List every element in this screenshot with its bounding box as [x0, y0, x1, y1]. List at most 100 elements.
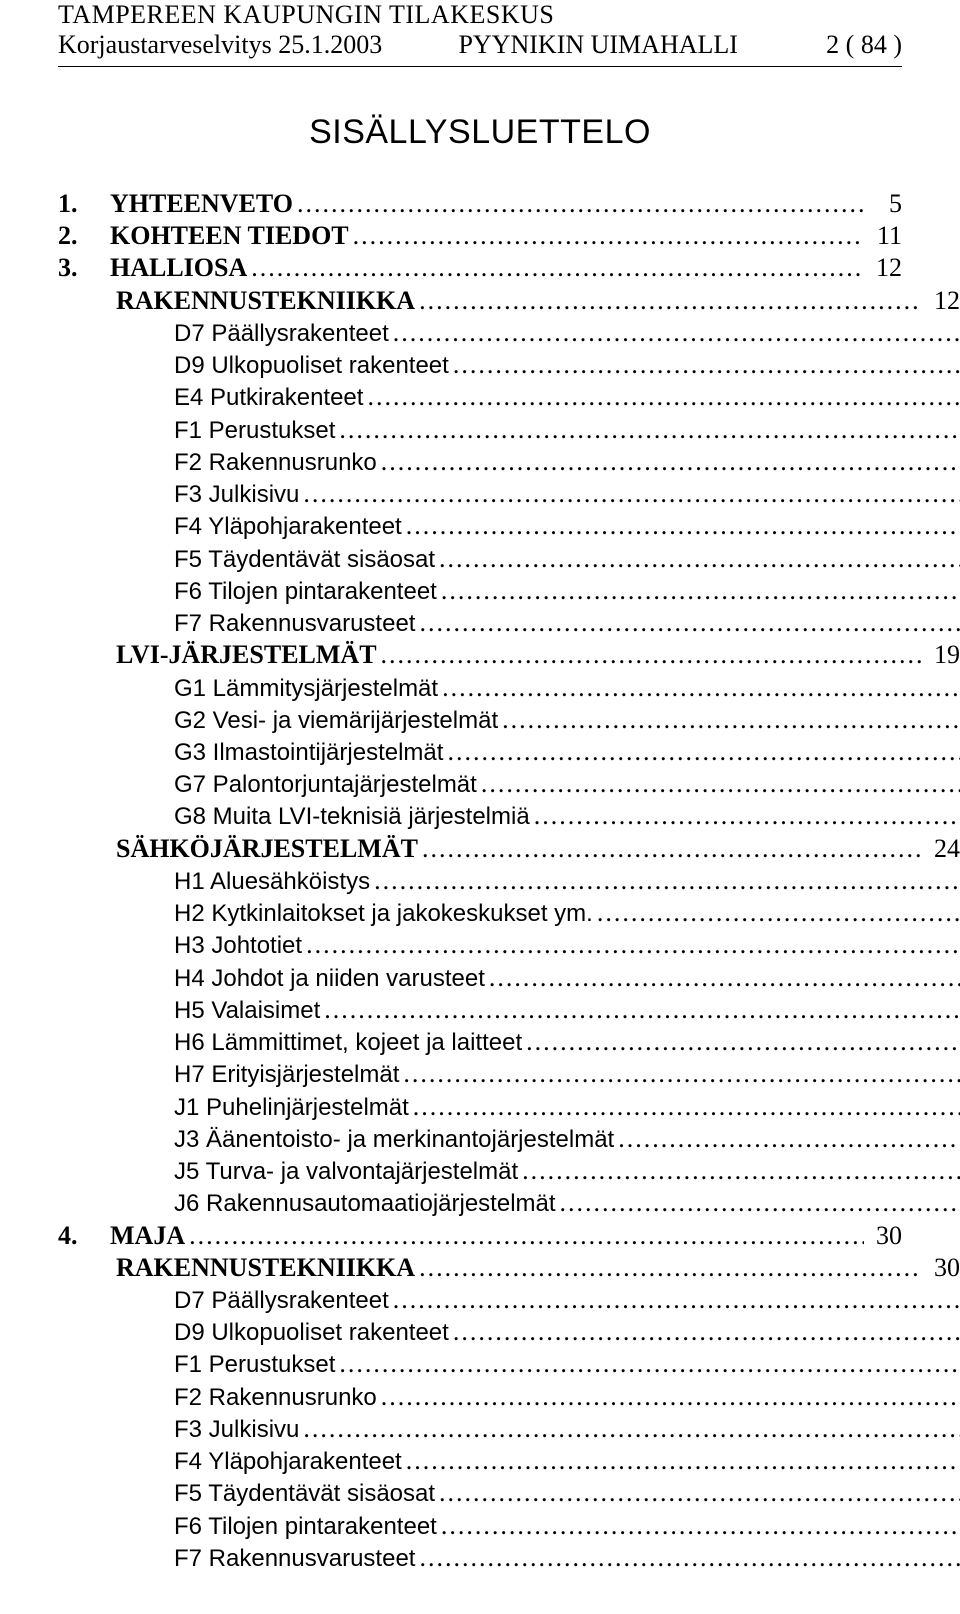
- toc-row: F6 Tilojen pintarakenteet18: [58, 575, 960, 607]
- toc-leader-dots: [306, 929, 960, 961]
- toc-leader-dots: [374, 865, 960, 897]
- toc-entry-page: 30: [868, 1220, 902, 1252]
- toc-leader-dots: [297, 188, 864, 220]
- toc-row: J1 Puhelinjärjestelmät27: [58, 1091, 960, 1123]
- toc-row: RAKENNUSTEKNIIKKA 30: [58, 1252, 960, 1284]
- toc-row: D7 Päällysrakenteet12: [58, 317, 960, 349]
- toc-entry-label: D9 Ulkopuoliset rakenteet: [174, 351, 449, 381]
- toc-entry-label: D9 Ulkopuoliset rakenteet: [174, 1318, 449, 1348]
- header-left: Korjaustarveselvitys 25.1.2003: [58, 30, 382, 60]
- toc-entry-page: 12: [868, 252, 902, 284]
- toc-entry-page: 30: [926, 1252, 960, 1284]
- toc-entry-label: F1 Perustukset: [174, 1350, 335, 1380]
- toc-leader-dots: [441, 575, 960, 607]
- toc-row: J6 Rakennusautomaatiojärjestelmät28: [58, 1187, 960, 1219]
- toc-row: G8 Muita LVI-teknisiä järjestelmiä22: [58, 800, 960, 832]
- toc-entry-label: H5 Valaisimet: [174, 996, 320, 1026]
- toc-row: F4 Yläpohjarakenteet16: [58, 510, 960, 542]
- toc-row: D9 Ulkopuoliset rakenteet30: [58, 1316, 960, 1348]
- toc-row: 4.MAJA30: [58, 1220, 902, 1252]
- toc-entry-label: J3 Äänentoisto- ja merkinantojärjestelmä…: [174, 1125, 614, 1155]
- toc-entry-number: 4.: [58, 1220, 110, 1252]
- toc-row: F4 Yläpohjarakenteet32: [58, 1445, 960, 1477]
- toc-entry-label: H3 Johtotiet: [174, 931, 302, 961]
- toc-entry-label: D7 Päällysrakenteet: [174, 319, 389, 349]
- toc-entry-label: KOHTEEN TIEDOT: [110, 220, 349, 252]
- toc-leader-dots: [303, 1413, 960, 1445]
- toc-leader-dots: [419, 1252, 922, 1284]
- toc-leader-dots: [502, 704, 960, 736]
- toc-entry-label: D7 Päällysrakenteet: [174, 1286, 389, 1316]
- header-page: 2 ( 84 ): [814, 30, 902, 60]
- toc-leader-dots: [560, 1187, 960, 1219]
- toc-leader-dots: [422, 833, 922, 865]
- toc-leader-dots: [481, 768, 960, 800]
- header-center: PYYNIKIN UIMAHALLI: [382, 30, 814, 60]
- toc-entry-page: 12: [926, 285, 960, 317]
- toc-entry-label: H7 Erityisjärjestelmät: [174, 1060, 399, 1090]
- toc-row: H2 Kytkinlaitokset ja jakokeskukset ym.2…: [58, 897, 960, 929]
- toc-entry-label: F5 Täydentävät sisäosat: [174, 1479, 435, 1509]
- toc-leader-dots: [522, 1155, 960, 1187]
- header-org: TAMPEREEN KAUPUNGIN TILAKESKUS: [58, 0, 902, 30]
- toc-leader-dots: [406, 510, 960, 542]
- toc-entry-label: J1 Puhelinjärjestelmät: [174, 1093, 409, 1123]
- toc-entry-label: RAKENNUSTEKNIIKKA: [116, 1252, 415, 1284]
- toc-leader-dots: [441, 1510, 960, 1542]
- header-rule: [58, 66, 902, 67]
- toc-leader-dots: [419, 607, 960, 639]
- toc-leader-dots: [439, 543, 960, 575]
- toc-entry-label: G2 Vesi- ja viemärijärjestelmät: [174, 706, 498, 736]
- toc-entry-label: F3 Julkisivu: [174, 480, 299, 510]
- toc-row: F7 Rakennusvarusteet18: [58, 607, 960, 639]
- toc-row: F3 Julkisivu15: [58, 478, 960, 510]
- toc-row: F1 Perustukset30: [58, 1348, 960, 1380]
- toc-leader-dots: [442, 672, 960, 704]
- toc-row: D9 Ulkopuoliset rakenteet12: [58, 349, 960, 381]
- toc-leader-dots: [189, 1220, 864, 1252]
- toc-leader-dots: [393, 317, 960, 349]
- toc-leader-dots: [381, 1381, 960, 1413]
- toc-row: SÄHKÖJÄRJESTELMÄT 24: [58, 833, 960, 865]
- toc-leader-dots: [339, 414, 960, 446]
- toc-leader-dots: [393, 1284, 960, 1316]
- table-of-contents: 1.YHTEENVETO52.KOHTEEN TIEDOT113.HALLIOS…: [58, 188, 902, 1574]
- toc-row: H4 Johdot ja niiden varusteet25: [58, 962, 960, 994]
- toc-leader-dots: [439, 1477, 960, 1509]
- toc-row: G2 Vesi- ja viemärijärjestelmät20: [58, 704, 960, 736]
- toc-row: 2.KOHTEEN TIEDOT11: [58, 220, 902, 252]
- toc-row: H5 Valaisimet26: [58, 994, 960, 1026]
- toc-entry-label: F2 Rakennusrunko: [174, 1383, 377, 1413]
- toc-entry-label: RAKENNUSTEKNIIKKA: [116, 285, 415, 317]
- toc-entry-page: 24: [926, 833, 960, 865]
- toc-entry-label: F6 Tilojen pintarakenteet: [174, 577, 437, 607]
- toc-entry-label: G8 Muita LVI-teknisiä järjestelmiä: [174, 802, 530, 832]
- toc-row: G1 Lämmitysjärjestelmät19: [58, 672, 960, 704]
- toc-entry-label: H6 Lämmittimet, kojeet ja laitteet: [174, 1028, 522, 1058]
- toc-leader-dots: [251, 252, 864, 284]
- toc-row: F2 Rakennusrunko30: [58, 1381, 960, 1413]
- toc-entry-label: F5 Täydentävät sisäosat: [174, 545, 435, 575]
- toc-row: G3 Ilmastointijärjestelmät21: [58, 736, 960, 768]
- toc-leader-dots: [353, 220, 864, 252]
- toc-entry-label: G7 Palontorjuntajärjestelmät: [174, 770, 477, 800]
- toc-entry-number: 1.: [58, 188, 110, 220]
- toc-entry-label: SÄHKÖJÄRJESTELMÄT: [116, 833, 418, 865]
- toc-entry-label: H4 Johdot ja niiden varusteet: [174, 964, 485, 994]
- toc-entry-label: F3 Julkisivu: [174, 1415, 299, 1445]
- toc-entry-label: LVI-JÄRJESTELMÄT: [116, 639, 377, 671]
- toc-row: LVI-JÄRJESTELMÄT 19: [58, 639, 960, 671]
- toc-entry-label: F7 Rakennusvarusteet: [174, 609, 415, 639]
- toc-leader-dots: [403, 1058, 960, 1090]
- toc-row: H3 Johtotiet25: [58, 929, 960, 961]
- toc-row: H1 Aluesähköistys24: [58, 865, 960, 897]
- toc-row: J3 Äänentoisto- ja merkinantojärjestelmä…: [58, 1123, 960, 1155]
- toc-entry-label: H1 Aluesähköistys: [174, 867, 370, 897]
- toc-entry-label: F7 Rakennusvarusteet: [174, 1544, 415, 1574]
- toc-entry-label: F2 Rakennusrunko: [174, 448, 377, 478]
- toc-row: D7 Päällysrakenteet30: [58, 1284, 960, 1316]
- toc-row: F2 Rakennusrunko13: [58, 446, 960, 478]
- toc-leader-dots: [303, 478, 960, 510]
- toc-entry-page: 19: [926, 639, 960, 671]
- toc-row: F6 Tilojen pintarakenteet33: [58, 1510, 960, 1542]
